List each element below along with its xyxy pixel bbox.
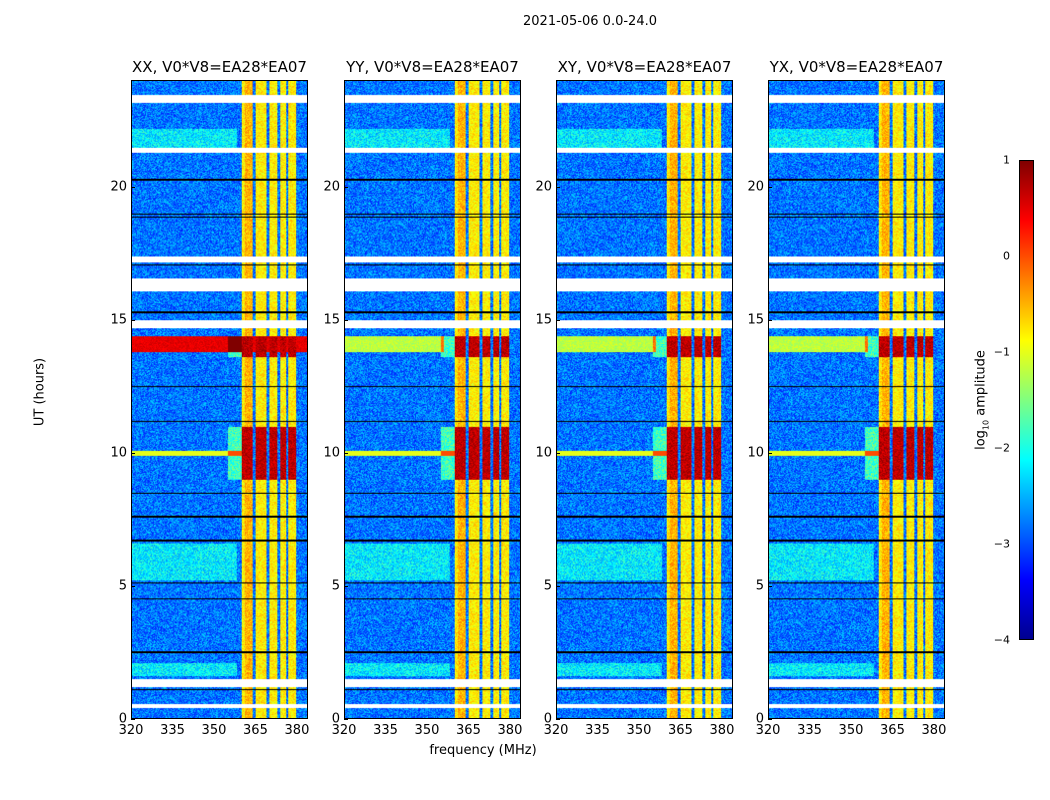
y-tick-mark <box>344 719 348 720</box>
y-tick-mark <box>131 186 135 188</box>
x-tick-label: 380 <box>921 723 947 738</box>
x-tick-label: 365 <box>456 723 481 738</box>
y-tick-label: 5 <box>118 578 127 594</box>
x-tick-label: 350 <box>838 723 864 738</box>
x-tick-label: 335 <box>160 723 185 738</box>
y-tick-mark <box>768 452 772 454</box>
y-tick-label: 15 <box>747 312 764 328</box>
x-tick-label: 335 <box>797 723 822 738</box>
panel-2: XY, V0*V8=EA28*EA07 0 5 10 15 20 320 335 350 365 3… <box>535 58 734 738</box>
x-tick-label: 380 <box>497 723 523 738</box>
colorbar-tick-label: 0 <box>1003 249 1010 263</box>
x-tick-label: 335 <box>373 723 398 738</box>
y-tick-label: 15 <box>535 312 552 328</box>
y-tick-label: 0 <box>331 711 340 727</box>
x-tick-label: 380 <box>709 723 735 738</box>
y-tick-label: 20 <box>535 179 552 194</box>
y-tick-label: 20 <box>110 179 127 194</box>
colorbar-tick-label: −3 <box>993 537 1010 551</box>
panel-0: XX, V0*V8=EA28*EA07 0 5 10 15 20 320 335 350 365 3… <box>110 58 309 738</box>
y-tick-label: 5 <box>755 578 764 594</box>
figure-title: 2021-05-06 0.0-24.0 <box>523 14 657 29</box>
x-tick-label: 350 <box>414 723 440 738</box>
y-tick-mark <box>344 452 348 454</box>
y-tick-label: 20 <box>323 179 340 194</box>
x-tick-label: 350 <box>626 723 652 738</box>
y-tick-mark <box>768 319 772 321</box>
x-tick-label: 320 <box>331 723 357 738</box>
panel-1: YY, V0*V8=EA28*EA07 0 5 10 15 20 320 335 350 365 3… <box>323 58 522 738</box>
x-tick-label: 320 <box>118 723 144 738</box>
y-tick-mark <box>556 719 560 720</box>
y-tick-mark <box>768 719 772 720</box>
y-tick-label: 10 <box>535 445 552 461</box>
y-tick-label: 5 <box>331 578 340 594</box>
colorbar-tick-label: −2 <box>993 441 1010 455</box>
x-tick-label: 365 <box>668 723 693 738</box>
y-tick-mark <box>131 319 135 321</box>
y-tick-label: 0 <box>543 711 552 727</box>
y-tick-mark <box>131 452 135 454</box>
panel-3: YX, V0*V8=EA28*EA07 0 5 10 15 20 320 335 350 365 3… <box>747 58 946 738</box>
y-tick-label: 10 <box>747 445 764 461</box>
y-tick-mark <box>131 585 135 587</box>
panel-title: YX, V0*V8=EA28*EA07 <box>769 58 944 76</box>
x-tick-label: 365 <box>243 723 268 738</box>
panel-title: XX, V0*V8=EA28*EA07 <box>132 58 307 76</box>
colorbar-tick-label: −1 <box>993 345 1010 359</box>
y-tick-mark <box>768 186 772 188</box>
y-tick-mark <box>556 585 560 587</box>
panel-title: XY, V0*V8=EA28*EA07 <box>557 58 732 76</box>
x-tick-label: 380 <box>284 723 310 738</box>
y-tick-mark <box>344 186 348 188</box>
y-tick-label: 5 <box>543 578 552 594</box>
x-tick-label: 365 <box>880 723 905 738</box>
y-tick-label: 0 <box>755 711 764 727</box>
x-tick-label: 320 <box>755 723 781 738</box>
y-tick-mark <box>556 452 560 454</box>
colorbar-tick-label: 1 <box>1003 153 1010 167</box>
y-tick-mark <box>344 319 348 321</box>
x-tick-label: 350 <box>201 723 227 738</box>
y-tick-label: 20 <box>747 179 764 194</box>
spectrogram-image <box>556 80 733 719</box>
y-tick-mark <box>556 186 560 188</box>
x-tick-label: 320 <box>543 723 569 738</box>
spectrogram-image <box>344 80 521 719</box>
y-tick-mark <box>556 319 560 321</box>
y-tick-label: 15 <box>110 312 127 328</box>
y-axis-label: UT (hours) <box>32 357 48 427</box>
x-tick-label: 335 <box>585 723 610 738</box>
colorbar-tick-label: −4 <box>993 633 1010 647</box>
y-tick-mark <box>344 585 348 587</box>
x-axis-label: frequency (MHz) <box>429 743 537 758</box>
panel-title: YY, V0*V8=EA28*EA07 <box>346 58 519 76</box>
y-tick-label: 10 <box>323 445 340 461</box>
colorbar <box>1019 160 1034 640</box>
y-tick-label: 15 <box>323 312 340 328</box>
y-tick-mark <box>768 585 772 587</box>
y-tick-mark <box>131 719 135 720</box>
y-tick-label: 0 <box>118 711 127 727</box>
colorbar-label: log10 amplitude <box>973 350 991 450</box>
spectrogram-image <box>768 80 945 719</box>
spectrogram-image <box>131 80 308 719</box>
y-tick-label: 10 <box>110 445 127 461</box>
